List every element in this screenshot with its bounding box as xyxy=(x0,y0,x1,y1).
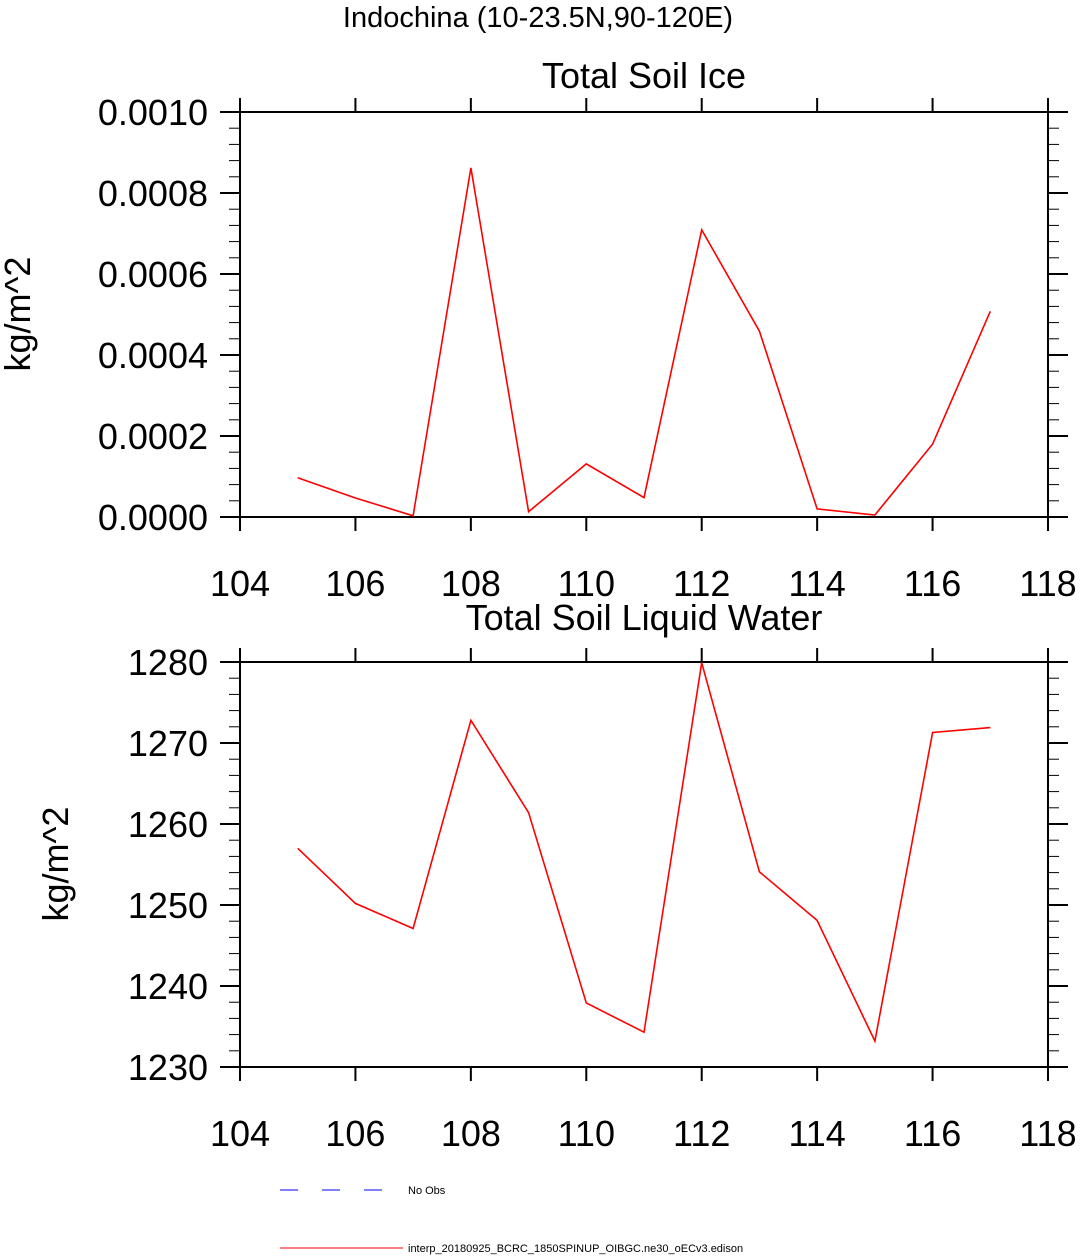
x-tick-label: 108 xyxy=(441,563,501,604)
x-tick-label: 118 xyxy=(1019,1113,1076,1154)
x-tick-label: 114 xyxy=(788,1113,845,1154)
x-tick-label: 110 xyxy=(558,563,615,604)
y-tick-label: 0.0006 xyxy=(98,254,208,295)
y-tick-label: 1260 xyxy=(128,804,208,845)
chart-title: Total Soil Ice xyxy=(542,55,746,96)
x-tick-label: 104 xyxy=(210,563,270,604)
y-axis-label: kg/m^2 xyxy=(35,807,76,922)
y-tick-label: 0.0010 xyxy=(98,92,208,133)
x-tick-label: 108 xyxy=(441,1113,501,1154)
chart-title: Total Soil Liquid Water xyxy=(466,597,823,638)
y-tick-label: 0.0008 xyxy=(98,173,208,214)
chart-panels: Total Soil Ice kg/m^2 104 106 108 110 112 114 11… xyxy=(0,55,1077,1154)
y-axis-label: kg/m^2 xyxy=(0,257,38,372)
legend: No Obs interp_20180925_BCRC_1850SPINUP_OI… xyxy=(280,1185,743,1255)
y-tick-label: 1270 xyxy=(128,723,208,764)
x-tick-label: 116 xyxy=(904,563,961,604)
series-line xyxy=(297,662,991,1044)
plot-frame xyxy=(239,111,1049,518)
x-tick-label: 114 xyxy=(788,563,845,604)
y-tick-label: 0.0002 xyxy=(98,416,208,457)
y-tick-label: 1230 xyxy=(128,1047,208,1088)
chart-panel-1: Total Soil Ice kg/m^2 104 106 108 110 112 114 11… xyxy=(0,55,1077,604)
x-tick-label: 110 xyxy=(558,1113,615,1154)
plot-frame xyxy=(239,661,1049,1068)
figure-title: Indochina (10-23.5N,90-120E) xyxy=(343,2,733,34)
y-tick-label: 1280 xyxy=(128,642,208,683)
x-tick-label: 112 xyxy=(673,1113,730,1154)
y-tick-label: 0.0000 xyxy=(98,497,208,538)
y-tick-label: 0.0004 xyxy=(98,335,208,376)
x-tick-label: 106 xyxy=(325,1113,385,1154)
chart-panel-2: Total Soil Liquid Water kg/m^2 104 106 108 11… xyxy=(35,597,1077,1154)
x-tick-label: 104 xyxy=(210,1113,270,1154)
x-tick-label: 118 xyxy=(1019,563,1076,604)
series-line xyxy=(297,167,992,517)
x-tick-label: 106 xyxy=(325,563,385,604)
legend-label-2: interp_20180925_BCRC_1850SPINUP_OIBGC.ne… xyxy=(408,1243,743,1255)
legend-label-1: No Obs xyxy=(408,1185,446,1197)
y-tick-label: 1250 xyxy=(128,885,208,926)
y-tick-label: 1240 xyxy=(128,966,208,1007)
x-tick-label: 116 xyxy=(904,1113,961,1154)
x-tick-label: 112 xyxy=(673,563,730,604)
